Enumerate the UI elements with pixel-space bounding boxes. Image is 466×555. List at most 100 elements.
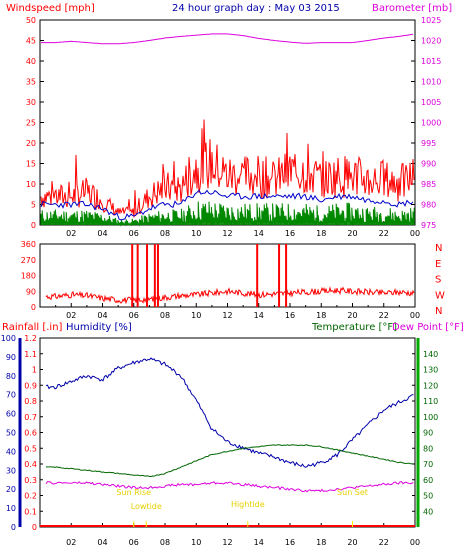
humidity-ytick-label: 60	[6, 410, 16, 419]
wind-xtick-label: 12	[222, 229, 232, 238]
wind-xtick-label: 14	[254, 229, 264, 238]
humidity-ytick-label: 30	[6, 466, 16, 475]
barometer-line	[41, 33, 414, 45]
humidity-ytick-label: 0	[11, 523, 16, 532]
temp-ytick-label: 130	[423, 366, 438, 375]
chart-title: 24 hour graph day : May 03 2015	[172, 3, 340, 14]
hum-xtick-label: 04	[97, 538, 107, 547]
rain-ytick-label: 1.2	[24, 334, 37, 343]
compass-label: W	[435, 290, 445, 301]
rain-ytick-label: 0.8	[24, 397, 37, 406]
rain-ytick-label: 0.3	[24, 476, 37, 485]
dir-xtick-label: 12	[222, 311, 232, 320]
humidity-ytick-label: 80	[6, 372, 16, 381]
humidity-ytick-label: 40	[6, 447, 16, 456]
hum-xtick-label: 00	[410, 538, 420, 547]
direction-ytick-label: 360	[21, 240, 36, 249]
baro-ytick-label: 985	[421, 180, 436, 189]
dir-xtick-label: 04	[97, 311, 107, 320]
wind-xtick-label: 06	[129, 229, 139, 238]
humidity-panel-frame	[39, 337, 416, 528]
humidity-line	[45, 357, 414, 468]
dir-xtick-label: 06	[129, 311, 139, 320]
baro-ytick-label: 1015	[421, 57, 441, 66]
baro-ytick-label: 990	[421, 160, 436, 169]
humidity-ytick-label: 70	[6, 391, 16, 400]
baro-ytick-label: 980	[421, 201, 436, 210]
baro-ytick-label: 995	[421, 139, 436, 148]
temp-ytick-label: 140	[423, 350, 438, 359]
temp-ytick-label: 50	[423, 492, 433, 501]
rain-ytick-label: 0.4	[24, 460, 37, 469]
dir-xtick-label: 18	[316, 311, 326, 320]
rain-ytick-label: 0.9	[24, 381, 37, 390]
dir-xtick-label: 22	[379, 311, 389, 320]
wind-ytick-label: 35	[26, 78, 36, 87]
temp-ytick-label: 120	[423, 381, 438, 390]
humidity-ytick-label: 90	[6, 353, 16, 362]
wind-ytick-label: 40	[26, 57, 36, 66]
rain-ytick-label: 1	[32, 366, 37, 375]
hum-xtick-label: 22	[379, 538, 389, 547]
wind-xtick-label: 18	[316, 229, 326, 238]
wind-xtick-label: 04	[97, 229, 107, 238]
dewpoint-label: Dew Point [°F]	[392, 322, 464, 333]
baro-ytick-label: 1010	[421, 78, 441, 87]
compass-label: S	[435, 275, 441, 286]
windspeed-line	[40, 119, 415, 218]
direction-ytick-label: 90	[26, 287, 36, 296]
temperature-line	[45, 444, 414, 478]
rain-ytick-label: 0.5	[24, 444, 37, 453]
rain-ytick-label: 0.1	[24, 507, 37, 516]
windspeed-label: Windspeed [mph]	[6, 3, 95, 14]
wind-xtick-label: 20	[347, 229, 357, 238]
hum-xtick-label: 06	[129, 538, 139, 547]
dir-xtick-label: 20	[347, 311, 357, 320]
hum-xtick-label: 08	[160, 538, 170, 547]
wind-ytick-label: 15	[26, 160, 36, 169]
humidity-temp-panel: 010203040506070809010000.10.20.30.40.50.…	[1, 334, 439, 547]
humidity-ytick-label: 10	[6, 504, 16, 513]
hum-xtick-label: 14	[254, 538, 264, 547]
dir-xtick-label: 00	[410, 311, 420, 320]
dir-xtick-label: 02	[66, 311, 76, 320]
wind-ytick-label: 50	[26, 16, 36, 25]
wind-ytick-label: 5	[31, 201, 36, 210]
temp-ytick-label: 90	[423, 429, 433, 438]
wind-xtick-label: 00	[410, 229, 420, 238]
hum-xtick-label: 02	[66, 538, 76, 547]
rain-ytick-label: 0	[32, 523, 37, 532]
temp-ytick-label: 80	[423, 444, 433, 453]
baro-ytick-label: 1020	[421, 37, 441, 46]
avg-wind-line	[40, 189, 414, 221]
hum-xtick-label: 12	[222, 538, 232, 547]
temperature-label: Temperature [°F]	[311, 322, 397, 333]
temp-ytick-label: 60	[423, 476, 433, 485]
dir-xtick-label: 08	[160, 311, 170, 320]
dir-xtick-label: 16	[285, 311, 295, 320]
compass-label: N	[435, 306, 442, 317]
wind-ytick-label: 10	[26, 180, 36, 189]
humidity-label: Humidity [%]	[66, 322, 132, 333]
baro-ytick-label: 1005	[421, 98, 441, 107]
rain-ytick-label: 0.6	[24, 429, 37, 438]
direction-ytick-label: 270	[21, 256, 36, 265]
dewpoint-line	[45, 481, 414, 493]
sunset-label: Sun Set	[337, 488, 368, 497]
dir-xtick-label: 14	[254, 311, 264, 320]
rainfall-label: Rainfall [.in]	[2, 322, 63, 333]
temp-ytick-label: 100	[423, 413, 438, 422]
baro-ytick-label: 1025	[421, 16, 441, 25]
lowtide-label: Lowtide	[131, 502, 162, 511]
temp-ytick-label: 110	[423, 397, 438, 406]
wind-baro-panel: 0510152025303540455097598098599099510001…	[26, 16, 442, 238]
wind-gust-bars	[40, 201, 415, 227]
temp-ytick-label: 70	[423, 460, 433, 469]
hum-xtick-label: 10	[191, 538, 201, 547]
rain-ytick-label: 0.2	[24, 492, 37, 501]
baro-ytick-label: 975	[421, 221, 436, 230]
humidity-ytick-label: 20	[6, 485, 16, 494]
